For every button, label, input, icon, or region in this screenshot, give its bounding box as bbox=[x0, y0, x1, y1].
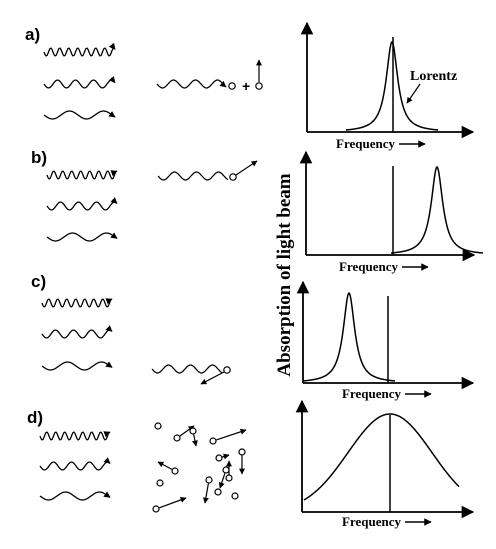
panel-label-c: c) bbox=[31, 272, 46, 291]
gas-atom bbox=[214, 488, 222, 496]
moving-atom-circle bbox=[229, 173, 237, 181]
photon-wave-c bbox=[151, 364, 223, 374]
panel-a-interaction: + bbox=[156, 59, 263, 94]
lorentz-curve bbox=[345, 40, 439, 131]
gaussian-curve bbox=[303, 413, 460, 501]
moving-atom-circle bbox=[223, 366, 231, 374]
wave-train bbox=[39, 431, 111, 441]
wave-train bbox=[43, 76, 116, 89]
gas-atom bbox=[202, 476, 213, 504]
lorentz-label: Lorentz bbox=[410, 69, 457, 84]
wave-train bbox=[46, 232, 118, 242]
panel-label-b: b) bbox=[31, 148, 47, 167]
wave-train bbox=[41, 361, 113, 371]
gas-atom bbox=[215, 453, 230, 462]
lorentz-pointer-arrow bbox=[406, 83, 421, 104]
gas-atom bbox=[173, 425, 195, 442]
wave-train bbox=[39, 491, 111, 501]
absorption-graph: Frequency bbox=[299, 150, 483, 274]
panel-c-interaction bbox=[151, 364, 231, 385]
absorption-graph: Frequency bbox=[300, 21, 475, 151]
absorption-graph: Frequency bbox=[296, 280, 475, 401]
panel-label-d: d) bbox=[27, 408, 43, 427]
gas-atom bbox=[225, 460, 233, 482]
gas-atom bbox=[156, 479, 164, 487]
wave-train bbox=[39, 457, 111, 471]
gas-atom bbox=[218, 466, 230, 489]
gas-atom bbox=[209, 428, 247, 445]
wave-train bbox=[46, 197, 118, 211]
incoming-light-waves bbox=[39, 42, 118, 501]
absorption-graphs: Frequency Frequency Frequency Frequency bbox=[295, 21, 483, 529]
lorentz-curve bbox=[302, 291, 396, 382]
lorentz-curve bbox=[391, 166, 483, 254]
gas-atom bbox=[152, 497, 187, 513]
wave-train bbox=[43, 42, 116, 57]
atom-velocity-arrow bbox=[235, 160, 258, 176]
atom-circle bbox=[255, 82, 263, 90]
panel-label-a: a) bbox=[25, 25, 40, 44]
gas-atom bbox=[189, 427, 198, 447]
atom-circle bbox=[228, 82, 236, 90]
wave-train bbox=[43, 110, 116, 120]
photon-wave-b bbox=[157, 171, 229, 181]
gas-atom bbox=[231, 492, 239, 500]
gas-atom bbox=[238, 448, 246, 475]
panel-d-gas-atoms bbox=[152, 422, 247, 513]
x-axis-label: Frequency bbox=[339, 259, 398, 274]
atom-velocity-arrow bbox=[200, 371, 225, 385]
x-axis-label: Frequency bbox=[342, 514, 401, 529]
x-axis-label: Frequency bbox=[342, 386, 401, 401]
gas-atom bbox=[154, 422, 162, 430]
wave-train bbox=[41, 325, 113, 339]
plus-sign: + bbox=[242, 78, 250, 94]
gas-atom bbox=[157, 461, 179, 475]
y-axis-label: Absorption of light beam bbox=[274, 173, 295, 376]
photon-wave-a bbox=[156, 79, 227, 89]
absorption-graph: Frequency bbox=[295, 399, 475, 529]
wave-train bbox=[46, 170, 118, 180]
x-axis-label: Frequency bbox=[336, 136, 395, 151]
panel-b-interaction bbox=[157, 160, 258, 181]
wave-train bbox=[41, 298, 113, 308]
